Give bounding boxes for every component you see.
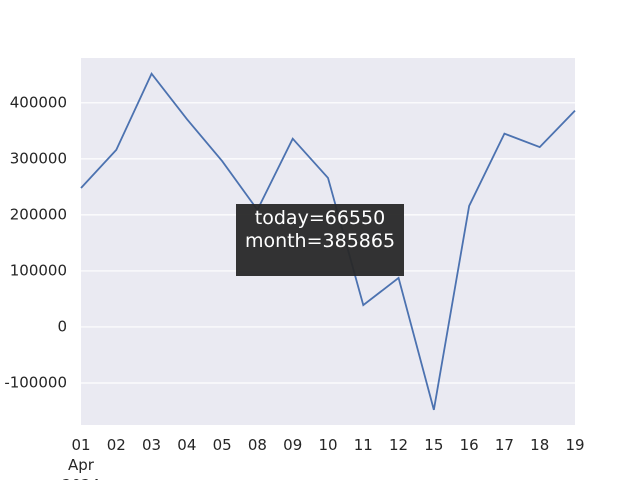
x-tick-label: 11 (353, 436, 373, 454)
x-tick-label: 05 (212, 436, 232, 454)
x-tick-label: 15 (424, 436, 444, 454)
x-tick-label: 04 (177, 436, 197, 454)
x-tick-label: 10 (318, 436, 338, 454)
x-tick-label: 16 (459, 436, 479, 454)
x-tick-label: 08 (247, 436, 267, 454)
tooltip: today=66550 month=385865 (236, 204, 404, 276)
y-tick-label: 300000 (10, 149, 67, 167)
tooltip-line: month=385865 (244, 230, 396, 252)
y-tick-label: 400000 (10, 93, 67, 111)
x-tick-label: 12 (389, 436, 409, 454)
x-tick-label: 03 (142, 436, 162, 454)
x-tick-label: 02 (106, 436, 126, 454)
tooltip-line: today=66550 (254, 207, 386, 229)
y-tick-label: 100000 (10, 261, 67, 279)
y-tick-label: -100000 (4, 373, 67, 391)
x-tick-label: 01 Apr 2024 (62, 436, 100, 480)
y-tick-label: 200000 (10, 205, 67, 223)
x-tick-label: 18 (530, 436, 550, 454)
line (80, 71, 576, 411)
x-tick-label: 09 (283, 436, 303, 454)
x-tick-label: 19 (565, 436, 585, 454)
x-tick-label: 17 (494, 436, 514, 454)
y-tick-label: 0 (57, 317, 67, 335)
